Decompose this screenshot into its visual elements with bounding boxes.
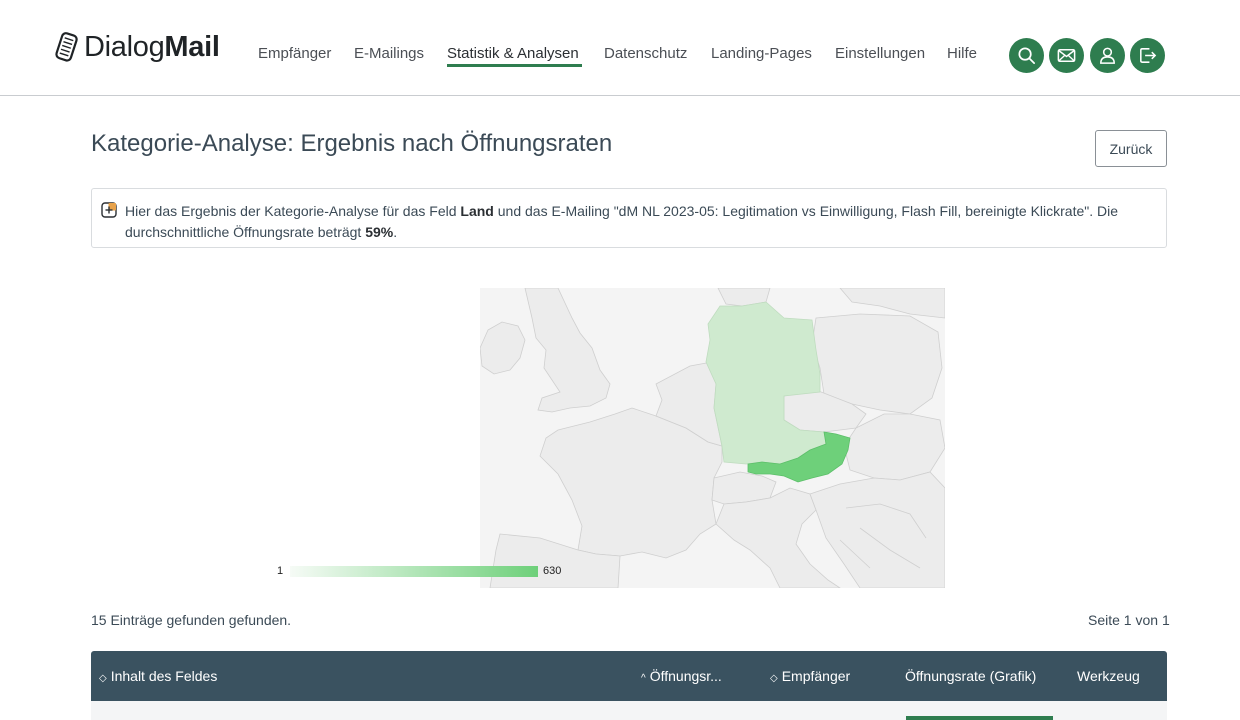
- results-count: 15 Einträge gefunden gefunden.: [91, 612, 292, 628]
- back-button[interactable]: Zurück: [1095, 130, 1167, 167]
- choropleth-map[interactable]: [480, 288, 945, 588]
- user-button[interactable]: [1090, 38, 1125, 73]
- nav-item-hilfe[interactable]: Hilfe: [947, 45, 978, 62]
- europe-map-svg: [480, 288, 945, 588]
- active-nav-indicator: [447, 64, 582, 67]
- column-header-recipients[interactable]: ◇ Empfänger: [770, 668, 851, 684]
- nav-item-empfaenger[interactable]: Empfänger: [258, 45, 332, 62]
- info-icon: [101, 202, 117, 218]
- map-region-ireland: [480, 321, 526, 375]
- logout-button[interactable]: [1130, 38, 1165, 73]
- column-header-field-content[interactable]: ◇ Inhalt des Feldes: [99, 668, 218, 684]
- logout-icon: [1140, 48, 1157, 63]
- logo-icon: [55, 32, 78, 62]
- pagination-info: Seite 1 von 1: [1088, 612, 1170, 628]
- legend-max-label: 630: [543, 565, 562, 577]
- top-navigation-bar: DialogMail Empfänger E-Mailings Statisti…: [0, 0, 1240, 96]
- map-region-great-britain: [524, 288, 611, 413]
- average-open-rate: 59%: [365, 224, 394, 240]
- mail-button[interactable]: [1049, 38, 1084, 73]
- legend-min-label: 1: [277, 565, 284, 577]
- dialogmail-logo[interactable]: DialogMail: [53, 30, 220, 64]
- mail-icon: [1057, 49, 1076, 62]
- nav-item-landing-pages[interactable]: Landing-Pages: [711, 45, 812, 62]
- user-icon: [1100, 47, 1115, 64]
- nav-item-einstellungen[interactable]: Einstellungen: [835, 45, 926, 62]
- field-name: Land: [460, 203, 494, 219]
- sort-icon: ◇: [99, 673, 107, 684]
- table-row[interactable]: [91, 701, 1167, 720]
- map-region-scandinavia: [839, 288, 945, 319]
- search-icon: [1018, 47, 1035, 64]
- nav-item-datenschutz[interactable]: Datenschutz: [604, 45, 688, 62]
- column-header-open-rate-graphic: Öffnungsrate (Grafik): [905, 668, 1037, 684]
- sort-icon: ◇: [770, 673, 778, 684]
- nav-item-statistik-analysen[interactable]: Statistik & Analysen: [447, 45, 579, 62]
- map-region-austria: [747, 431, 851, 483]
- open-rate-bar: [906, 716, 1053, 720]
- page-title: Kategorie-Analyse: Ergebnis nach Öffnung…: [91, 130, 613, 157]
- sort-ascending-icon: ^: [641, 673, 646, 684]
- nav-item-e-mailings[interactable]: E-Mailings: [354, 45, 425, 62]
- table-header: ◇ Inhalt des Feldes ^ Öffnungsr... ◇ Empfän…: [91, 651, 1167, 701]
- logo-wordmark: DialogMail: [84, 30, 220, 63]
- column-header-tools: Werkzeug: [1077, 668, 1140, 684]
- info-text: Hier das Ergebnis der Kategorie-Analyse …: [125, 203, 1119, 240]
- column-header-open-rate[interactable]: ^ Öffnungsr...: [641, 668, 722, 684]
- search-button[interactable]: [1009, 38, 1044, 73]
- map-region-italy: [715, 487, 841, 588]
- info-box: Hier das Ergebnis der Kategorie-Analyse …: [91, 188, 1167, 248]
- map-region-balkans: [809, 471, 945, 588]
- legend-gradient-bar: [290, 566, 538, 577]
- map-region-germany: [705, 301, 827, 465]
